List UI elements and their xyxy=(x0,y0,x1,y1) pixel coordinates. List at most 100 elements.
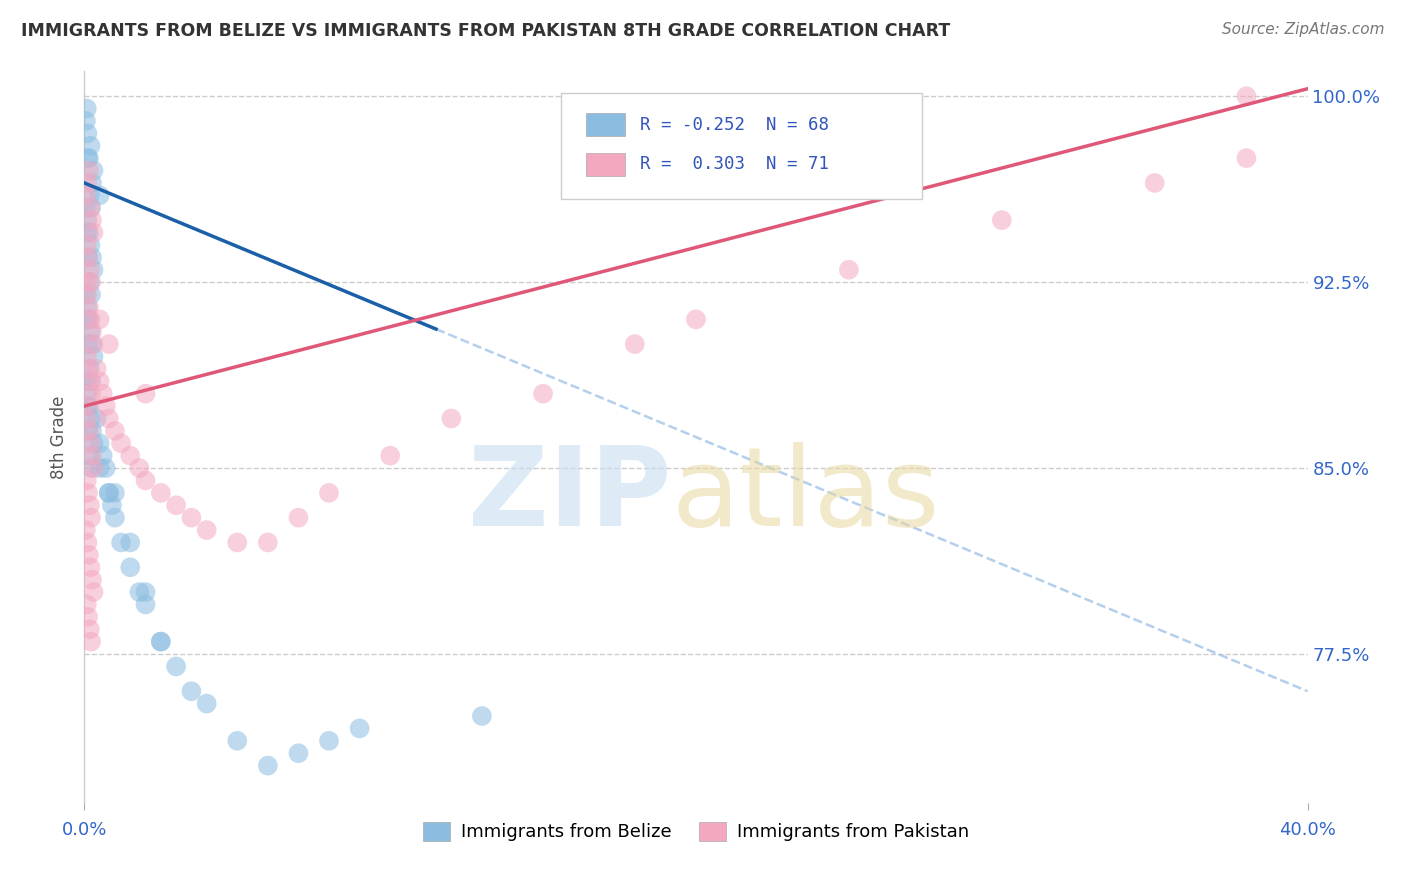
Text: R =  0.303  N = 71: R = 0.303 N = 71 xyxy=(640,155,828,173)
Point xyxy=(77,337,100,351)
Point xyxy=(77,399,100,413)
Point xyxy=(685,312,707,326)
Point xyxy=(104,510,127,524)
Point xyxy=(76,226,98,240)
Point xyxy=(165,659,187,673)
Point xyxy=(75,275,97,289)
Point xyxy=(80,510,103,524)
Point xyxy=(79,325,101,339)
Point xyxy=(83,163,105,178)
Point xyxy=(110,436,132,450)
Point xyxy=(77,226,100,240)
Point xyxy=(257,758,280,772)
Point xyxy=(531,386,554,401)
Point xyxy=(75,287,97,301)
Point xyxy=(838,262,860,277)
Point xyxy=(440,411,463,425)
Point xyxy=(180,684,202,698)
Point xyxy=(97,411,120,425)
Point xyxy=(110,535,132,549)
Point xyxy=(75,201,97,215)
Point xyxy=(104,424,127,438)
Point xyxy=(76,300,98,314)
Point xyxy=(77,312,100,326)
Point xyxy=(135,386,157,401)
Point xyxy=(77,151,100,165)
Point xyxy=(75,523,97,537)
Point xyxy=(1236,89,1258,103)
Legend: Immigrants from Belize, Immigrants from Pakistan: Immigrants from Belize, Immigrants from … xyxy=(416,814,976,848)
Point xyxy=(83,436,105,450)
Point xyxy=(77,362,100,376)
Point xyxy=(75,114,97,128)
Point xyxy=(318,734,340,748)
Point xyxy=(135,585,157,599)
Point xyxy=(75,374,97,388)
Point xyxy=(80,634,103,648)
Point xyxy=(76,411,98,425)
Point xyxy=(101,498,124,512)
Point xyxy=(83,337,105,351)
Point xyxy=(91,449,114,463)
Point xyxy=(149,634,172,648)
Point xyxy=(77,151,100,165)
Text: ZIP: ZIP xyxy=(468,442,672,549)
Point xyxy=(76,287,98,301)
Point xyxy=(1143,176,1166,190)
Point xyxy=(77,424,100,438)
Text: atlas: atlas xyxy=(672,442,941,549)
Point xyxy=(79,411,101,425)
Point xyxy=(89,436,111,450)
Point xyxy=(79,262,101,277)
Point xyxy=(287,510,309,524)
Point xyxy=(195,523,218,537)
Point xyxy=(89,374,111,388)
Bar xyxy=(586,153,626,176)
Point xyxy=(257,535,280,549)
Point xyxy=(1236,151,1258,165)
Point xyxy=(128,585,150,599)
Point xyxy=(83,461,105,475)
Point xyxy=(349,722,371,736)
Bar xyxy=(586,113,626,136)
Point xyxy=(83,226,105,240)
Point xyxy=(80,573,103,587)
Y-axis label: 8th Grade: 8th Grade xyxy=(51,395,69,479)
Point xyxy=(165,498,187,512)
Point xyxy=(76,535,98,549)
Point xyxy=(89,461,111,475)
Text: IMMIGRANTS FROM BELIZE VS IMMIGRANTS FROM PAKISTAN 8TH GRADE CORRELATION CHART: IMMIGRANTS FROM BELIZE VS IMMIGRANTS FRO… xyxy=(21,22,950,40)
Point xyxy=(86,362,108,376)
Point xyxy=(75,399,97,413)
Point xyxy=(76,399,98,413)
Point xyxy=(97,337,120,351)
Point xyxy=(79,238,101,252)
Point xyxy=(135,598,157,612)
FancyBboxPatch shape xyxy=(561,94,922,200)
Point xyxy=(149,486,172,500)
Point xyxy=(89,312,111,326)
Point xyxy=(128,461,150,475)
Point xyxy=(80,176,103,190)
Point xyxy=(91,386,114,401)
Point xyxy=(83,262,105,277)
Point xyxy=(991,213,1014,227)
Point xyxy=(80,374,103,388)
Point xyxy=(104,486,127,500)
Point xyxy=(77,486,100,500)
Point xyxy=(135,474,157,488)
Point xyxy=(80,386,103,401)
Point xyxy=(80,287,103,301)
Point xyxy=(79,275,101,289)
Point xyxy=(120,560,142,574)
Point xyxy=(77,300,100,314)
Point xyxy=(83,350,105,364)
Point xyxy=(94,461,117,475)
Point xyxy=(79,188,101,202)
Point xyxy=(77,610,100,624)
Point xyxy=(75,188,97,202)
Point xyxy=(76,386,98,401)
Point xyxy=(120,535,142,549)
Point xyxy=(79,362,101,376)
Point xyxy=(79,138,101,153)
